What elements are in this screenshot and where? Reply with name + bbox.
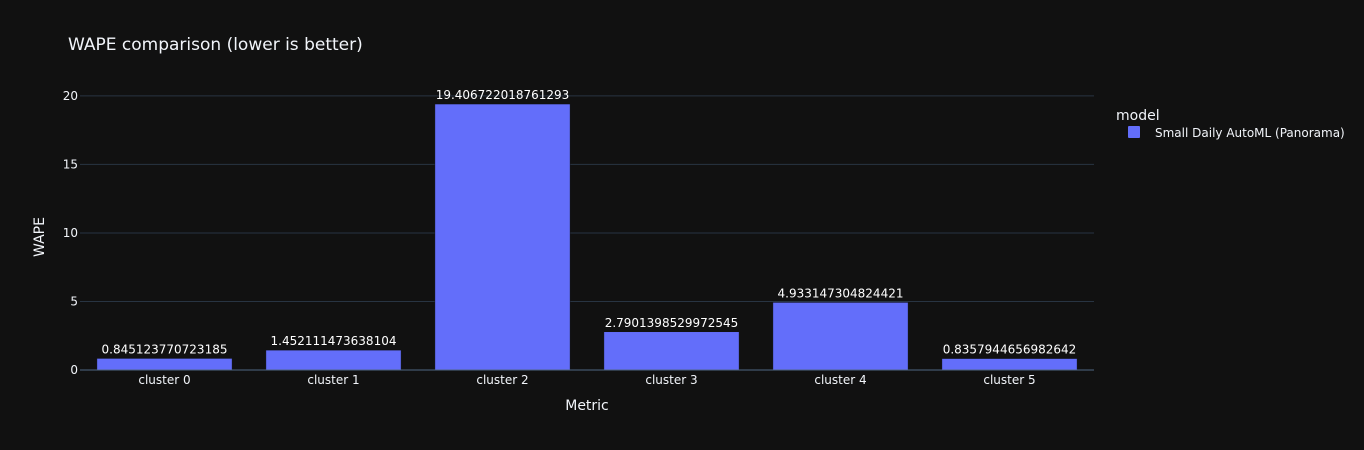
y-tick-label: 20 (63, 89, 78, 103)
x-tick-label: cluster 0 (138, 373, 190, 387)
y-axis-title: WAPE (32, 217, 48, 257)
x-tick-label: cluster 4 (814, 373, 866, 387)
bar-value-label: 4.933147304824421 (778, 286, 904, 300)
grid-lines (80, 95, 1094, 302)
legend-title: model (1116, 108, 1160, 124)
y-tick-label: 10 (63, 226, 78, 240)
x-tick-label: cluster 3 (645, 373, 697, 387)
bar-cluster-3[interactable] (603, 331, 740, 371)
x-tick-label: cluster 1 (307, 373, 359, 387)
x-tick-label: cluster 2 (476, 373, 528, 387)
legend-item[interactable]: Small Daily AutoML (Panorama) (1128, 126, 1345, 140)
y-tick-labels: 0 5 10 15 20 (63, 89, 78, 377)
x-axis-title: Metric (565, 398, 609, 414)
bar-cluster-0[interactable] (96, 358, 233, 371)
bar-value-label: 2.7901398529972545 (605, 316, 739, 330)
bar-value-label: 1.452111473638104 (271, 334, 397, 348)
y-tick-label: 0 (70, 363, 78, 377)
bar-cluster-4[interactable] (772, 302, 909, 371)
y-tick-label: 15 (63, 157, 78, 171)
bar-data-labels: 0.845123770723185 1.452111473638104 19.406… (102, 88, 1077, 357)
legend-swatch (1128, 126, 1140, 138)
bars (96, 103, 1078, 371)
bar-cluster-1[interactable] (265, 349, 402, 371)
bar-cluster-5[interactable] (941, 358, 1078, 371)
bar-value-label: 0.845123770723185 (102, 342, 228, 356)
bar-value-label: 19.406722018761293 (436, 88, 570, 102)
legend-label: Small Daily AutoML (Panorama) (1155, 126, 1345, 140)
bar-cluster-2[interactable] (434, 103, 571, 371)
chart-title: WAPE comparison (lower is better) (68, 35, 363, 55)
y-tick-label: 5 (70, 294, 78, 308)
x-tick-label: cluster 5 (983, 373, 1035, 387)
x-tick-labels: cluster 0 cluster 1 cluster 2 cluster 3 clus… (138, 373, 1035, 387)
bar-value-label: 0.8357944656982642 (943, 343, 1077, 357)
legend[interactable]: model Small Daily AutoML (Panorama) (1116, 108, 1345, 140)
